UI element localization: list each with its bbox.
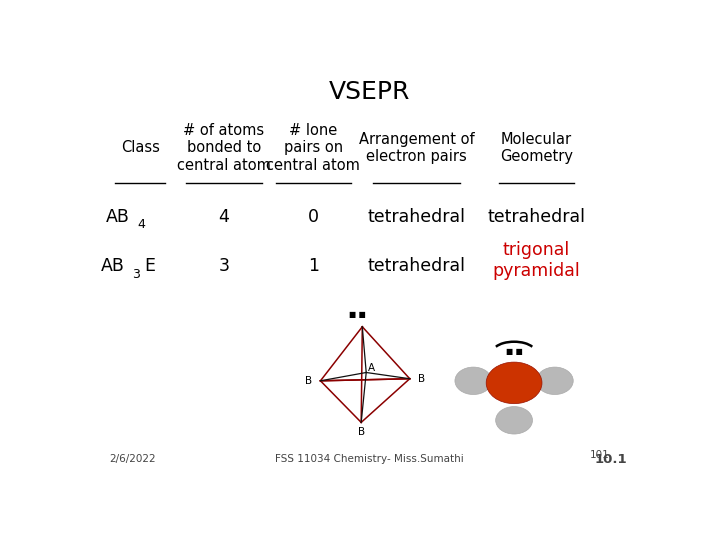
Text: Arrangement of
electron pairs: Arrangement of electron pairs — [359, 132, 474, 164]
Text: Class: Class — [121, 140, 160, 156]
Text: 4: 4 — [138, 218, 145, 231]
Text: 10.1: 10.1 — [595, 453, 628, 466]
Text: 1: 1 — [307, 258, 319, 275]
Text: trigonal
pyramidal: trigonal pyramidal — [492, 241, 580, 280]
Circle shape — [495, 407, 533, 434]
Text: AB: AB — [107, 207, 130, 226]
Text: VSEPR: VSEPR — [328, 80, 410, 104]
Text: ■ ■: ■ ■ — [505, 347, 523, 356]
Text: 101: 101 — [590, 450, 609, 460]
Text: tetrahedral: tetrahedral — [367, 207, 465, 226]
Text: 3: 3 — [218, 258, 230, 275]
Text: tetrahedral: tetrahedral — [487, 207, 585, 226]
Text: # of atoms
bonded to
central atom: # of atoms bonded to central atom — [177, 123, 271, 173]
Text: 3: 3 — [132, 268, 140, 281]
Circle shape — [536, 367, 573, 395]
Circle shape — [455, 367, 492, 395]
Text: 4: 4 — [218, 207, 230, 226]
Text: AB: AB — [101, 258, 125, 275]
Text: Molecular
Geometry: Molecular Geometry — [500, 132, 573, 164]
Text: tetrahedral: tetrahedral — [367, 258, 465, 275]
Text: B: B — [418, 374, 426, 384]
Text: 2/6/2022: 2/6/2022 — [109, 454, 156, 464]
Text: ■ ■: ■ ■ — [349, 310, 366, 319]
Text: B: B — [358, 427, 365, 436]
Circle shape — [486, 362, 542, 404]
Text: FSS 11034 Chemistry- Miss.Sumathi: FSS 11034 Chemistry- Miss.Sumathi — [274, 454, 464, 464]
Text: B: B — [305, 376, 312, 386]
Text: A: A — [368, 363, 375, 373]
Text: 0: 0 — [307, 207, 319, 226]
Text: E: E — [145, 258, 156, 275]
Text: # lone
pairs on
central atom: # lone pairs on central atom — [266, 123, 360, 173]
